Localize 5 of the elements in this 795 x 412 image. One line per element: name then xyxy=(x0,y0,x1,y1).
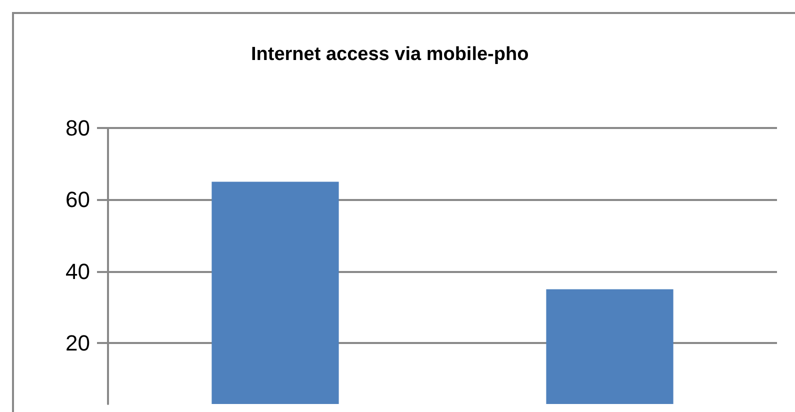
y-tick-label: 20 xyxy=(66,330,90,356)
y-tick-label: 60 xyxy=(66,187,90,212)
y-tick-label: 80 xyxy=(66,116,90,140)
chart-title: Internet access via mobile-pho xyxy=(251,44,529,65)
y-tick-label: 40 xyxy=(66,258,90,284)
